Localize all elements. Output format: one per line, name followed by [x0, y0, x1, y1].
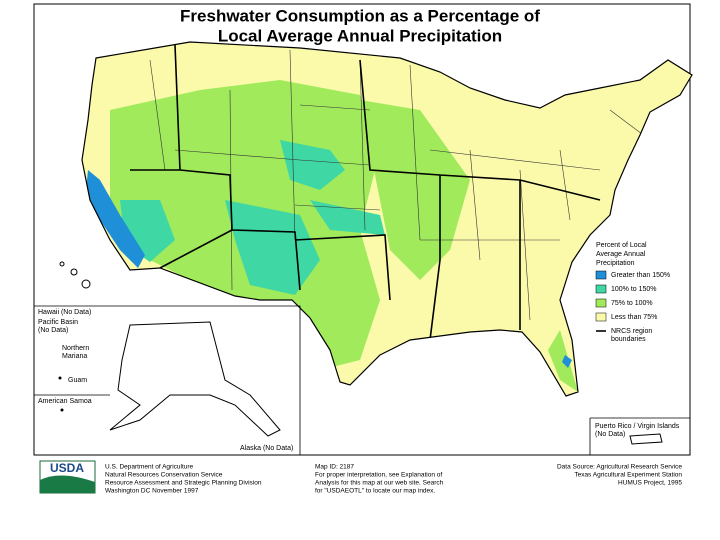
legend: Percent of Local Average Annual Precipit…: [595, 242, 670, 343]
legend-label: NRCS region: [611, 328, 652, 335]
legend-swatch: [595, 298, 607, 308]
legend-label: Greater than 150%: [611, 272, 670, 279]
footer-text: Natural Resources Conservation Service: [105, 472, 223, 479]
region-high: [225, 200, 320, 295]
legend-swatch: [595, 312, 607, 322]
footer-text: Washington DC November 1997: [105, 488, 199, 495]
conus-map: [81, 41, 693, 397]
logo-text: USDA: [50, 461, 84, 475]
legend-label: Less than 75%: [611, 314, 657, 321]
legend-title: Average Annual: [596, 251, 646, 258]
inset-label: Guam: [68, 377, 87, 384]
region-high: [280, 140, 345, 190]
inset-label: Alaska (No Data): [240, 445, 293, 452]
inset-label: Hawaii (No Data): [38, 309, 91, 316]
footer-text: HUMUS Project, 1995: [618, 480, 682, 487]
inset-label: Pacific Basin: [38, 319, 78, 326]
legend-label: 100% to 150%: [611, 286, 657, 293]
alaska-inset: [34, 261, 690, 455]
legend-swatch: [595, 270, 607, 280]
footer-text: Texas Agricultural Experiment Station: [574, 472, 682, 479]
footer-text: For proper interpretation, see Explanati…: [315, 472, 442, 479]
region-mid: [360, 100, 470, 280]
footer-text: Analysis for this map at our web site. S…: [315, 480, 444, 487]
footer-text: Map ID: 2187: [315, 464, 354, 471]
legend-label: 75% to 100%: [611, 300, 653, 307]
footer-text: Resource Assessment and Strategic Planni…: [105, 480, 262, 487]
title: Local Average Annual Precipitation: [218, 26, 502, 45]
legend-swatch: [595, 284, 607, 294]
region-high: [310, 200, 385, 235]
region-very-high: [86, 170, 145, 268]
inset-label: (No Data): [595, 431, 625, 438]
inset-label: Northern: [62, 345, 89, 352]
legend-label: boundaries: [611, 336, 646, 343]
inset-label: American Samoa: [38, 398, 92, 405]
footer-text: Data Source: Agricultural Research Servi…: [557, 464, 682, 471]
footer-text: for "USDAEOTL" to locate our map index.: [315, 488, 435, 495]
legend-title: Precipitation: [596, 260, 635, 267]
footer: USDA U.S. Department of Agriculture Natu…: [39, 460, 682, 495]
inset-label: (No Data): [38, 327, 68, 334]
region-very-high: [562, 355, 572, 368]
inset-label: Puerto Rico / Virgin Islands: [595, 423, 680, 430]
title: Freshwater Consumption as a Percentage o…: [180, 6, 540, 25]
footer-text: U.S. Department of Agriculture: [105, 464, 194, 471]
inset-label: Mariana: [62, 353, 87, 360]
legend-title: Percent of Local: [596, 242, 647, 249]
